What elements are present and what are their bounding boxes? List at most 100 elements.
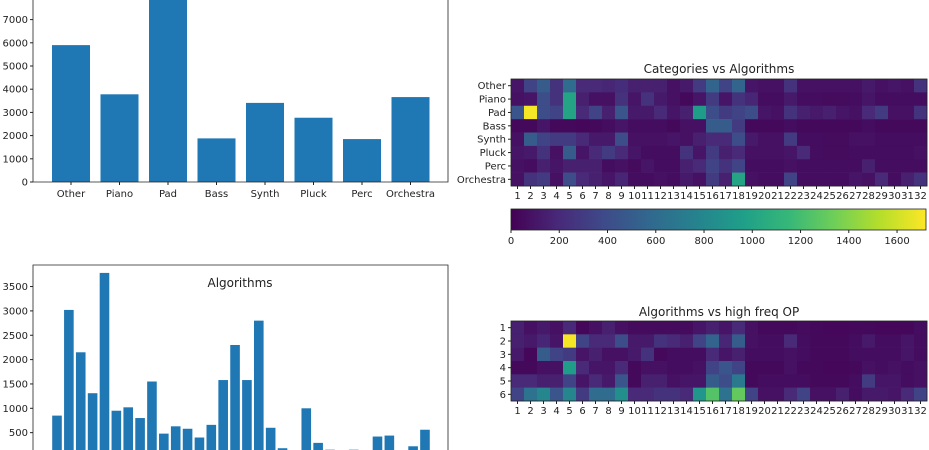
colorbar-tick-label: 1200: [788, 236, 813, 247]
heatmap2-cell: [888, 347, 902, 362]
heatmap1-cell: [706, 105, 720, 120]
heatmap1-cell: [615, 105, 629, 120]
heatmap1-cell: [537, 172, 551, 187]
heatmap1-cell: [589, 105, 603, 120]
x-tick-label: 17: [719, 191, 732, 202]
heatmap2-cell: [680, 334, 694, 348]
heatmap2-cell: [589, 387, 603, 402]
heatmap1-cell: [836, 145, 850, 160]
heatmap2-cell: [654, 347, 668, 362]
heatmap2-cell: [667, 387, 681, 402]
heatmap2-cell: [797, 387, 811, 402]
bar-algorithm-15: [218, 380, 228, 450]
heatmap2-cell: [550, 334, 564, 348]
heatmap2-cell: [576, 334, 590, 348]
bar-algorithm-4: [87, 393, 98, 450]
heatmap2-cell: [511, 334, 525, 348]
heatmap1-cell: [875, 119, 889, 133]
x-tick-label: 26: [836, 406, 849, 417]
heatmap1-cell: [654, 132, 668, 147]
y-tick-label: Piano: [479, 95, 506, 106]
heatmap1-cell: [888, 105, 902, 120]
x-tick-label: 9: [618, 191, 624, 202]
heatmap2-cell: [810, 387, 824, 402]
axes-frame: [32, 264, 449, 450]
heatmap2-cell: [758, 334, 772, 348]
heatmap1-cell: [706, 79, 720, 93]
heatmap2-cell: [680, 387, 694, 402]
bar-algorithm-1: [52, 415, 62, 450]
heatmap2-cell: [693, 321, 707, 335]
heatmap2-cell: [615, 374, 629, 388]
heatmap1-cell: [602, 145, 616, 160]
heatmap1-cell: [875, 92, 889, 107]
heatmap2-cell: [758, 374, 772, 388]
bar-algorithm-6: [111, 410, 122, 450]
heatmap1-cell: [836, 119, 850, 133]
heatmap1-cell: [836, 105, 850, 120]
heatmap1-cell: [641, 145, 655, 160]
x-tick-label: 25: [823, 191, 836, 202]
heatmap2-cell: [836, 347, 850, 362]
heatmap1-cell: [836, 159, 850, 173]
heatmap1-cell: [797, 105, 811, 120]
heatmap1-title: Categories vs Algorithms: [644, 62, 795, 76]
heatmap1-cell: [862, 119, 876, 133]
y-tick-label: 2000: [3, 355, 28, 366]
heatmap2-cell: [511, 374, 525, 388]
bar-bass: [197, 138, 236, 182]
heatmap1-cell: [862, 92, 876, 107]
heatmap1-cell: [810, 145, 824, 160]
heatmap2-cell: [641, 321, 655, 335]
heatmap1-cell: [771, 159, 785, 173]
x-tick-label: 20: [758, 406, 771, 417]
heatmap1-cell: [628, 105, 642, 120]
heatmap2-cell: [771, 334, 785, 348]
heatmap2-cell: [615, 361, 629, 375]
heatmap2-cell: [615, 347, 629, 362]
y-tick-label: Orchestra: [457, 175, 506, 186]
x-tick-label: 19: [745, 406, 758, 417]
x-tick-label: Bass: [205, 189, 228, 200]
x-tick-label: 24: [810, 191, 823, 202]
bar-algorithm-7: [123, 407, 134, 450]
heatmap2-cell: [680, 347, 694, 362]
bar-algorithm-22: [301, 408, 312, 450]
heatmap2-cell: [628, 374, 642, 388]
heatmap1-cell: [615, 159, 629, 173]
heatmap2-cell: [641, 334, 655, 348]
heatmap1-cell: [875, 132, 889, 147]
heatmap2-cell: [641, 347, 655, 362]
heatmap1-cell: [615, 119, 629, 133]
heatmap1-cell: [888, 92, 902, 107]
heatmap1-cell: [680, 145, 694, 160]
heatmap1-cell: [680, 119, 694, 133]
x-tick-label: 29: [875, 191, 888, 202]
x-tick-label: 30: [888, 191, 901, 202]
heatmap2-cell: [589, 361, 603, 375]
bar-algorithm-32: [420, 429, 430, 450]
heatmap2-cell: [862, 361, 876, 375]
bar-algorithm-28: [372, 436, 383, 450]
heatmap1-cell: [550, 159, 564, 173]
heatmap2-cell: [823, 347, 837, 362]
heatmap2-cell: [654, 361, 668, 375]
heatmap2-cell: [732, 347, 746, 362]
heatmap1-cell: [576, 92, 590, 107]
heatmap1-cell: [784, 119, 798, 133]
heatmap1-cell: [823, 119, 837, 133]
heatmap1-cell: [576, 132, 590, 147]
bar-algorithm-20: [277, 448, 288, 450]
x-tick-label: 27: [849, 406, 862, 417]
y-tick-label: 0: [22, 178, 28, 189]
heatmap2-cell: [784, 321, 798, 335]
bar-perc: [343, 139, 381, 182]
heatmap2-cell: [537, 374, 551, 388]
heatmap2-cell: [537, 334, 551, 348]
heatmap2-cell: [849, 347, 863, 362]
bar-other: [52, 45, 90, 183]
heatmap2-cell: [784, 361, 798, 375]
x-tick-label: 5: [566, 406, 572, 417]
heatmap1-cell: [680, 92, 694, 107]
heatmap2-cell: [849, 334, 863, 348]
